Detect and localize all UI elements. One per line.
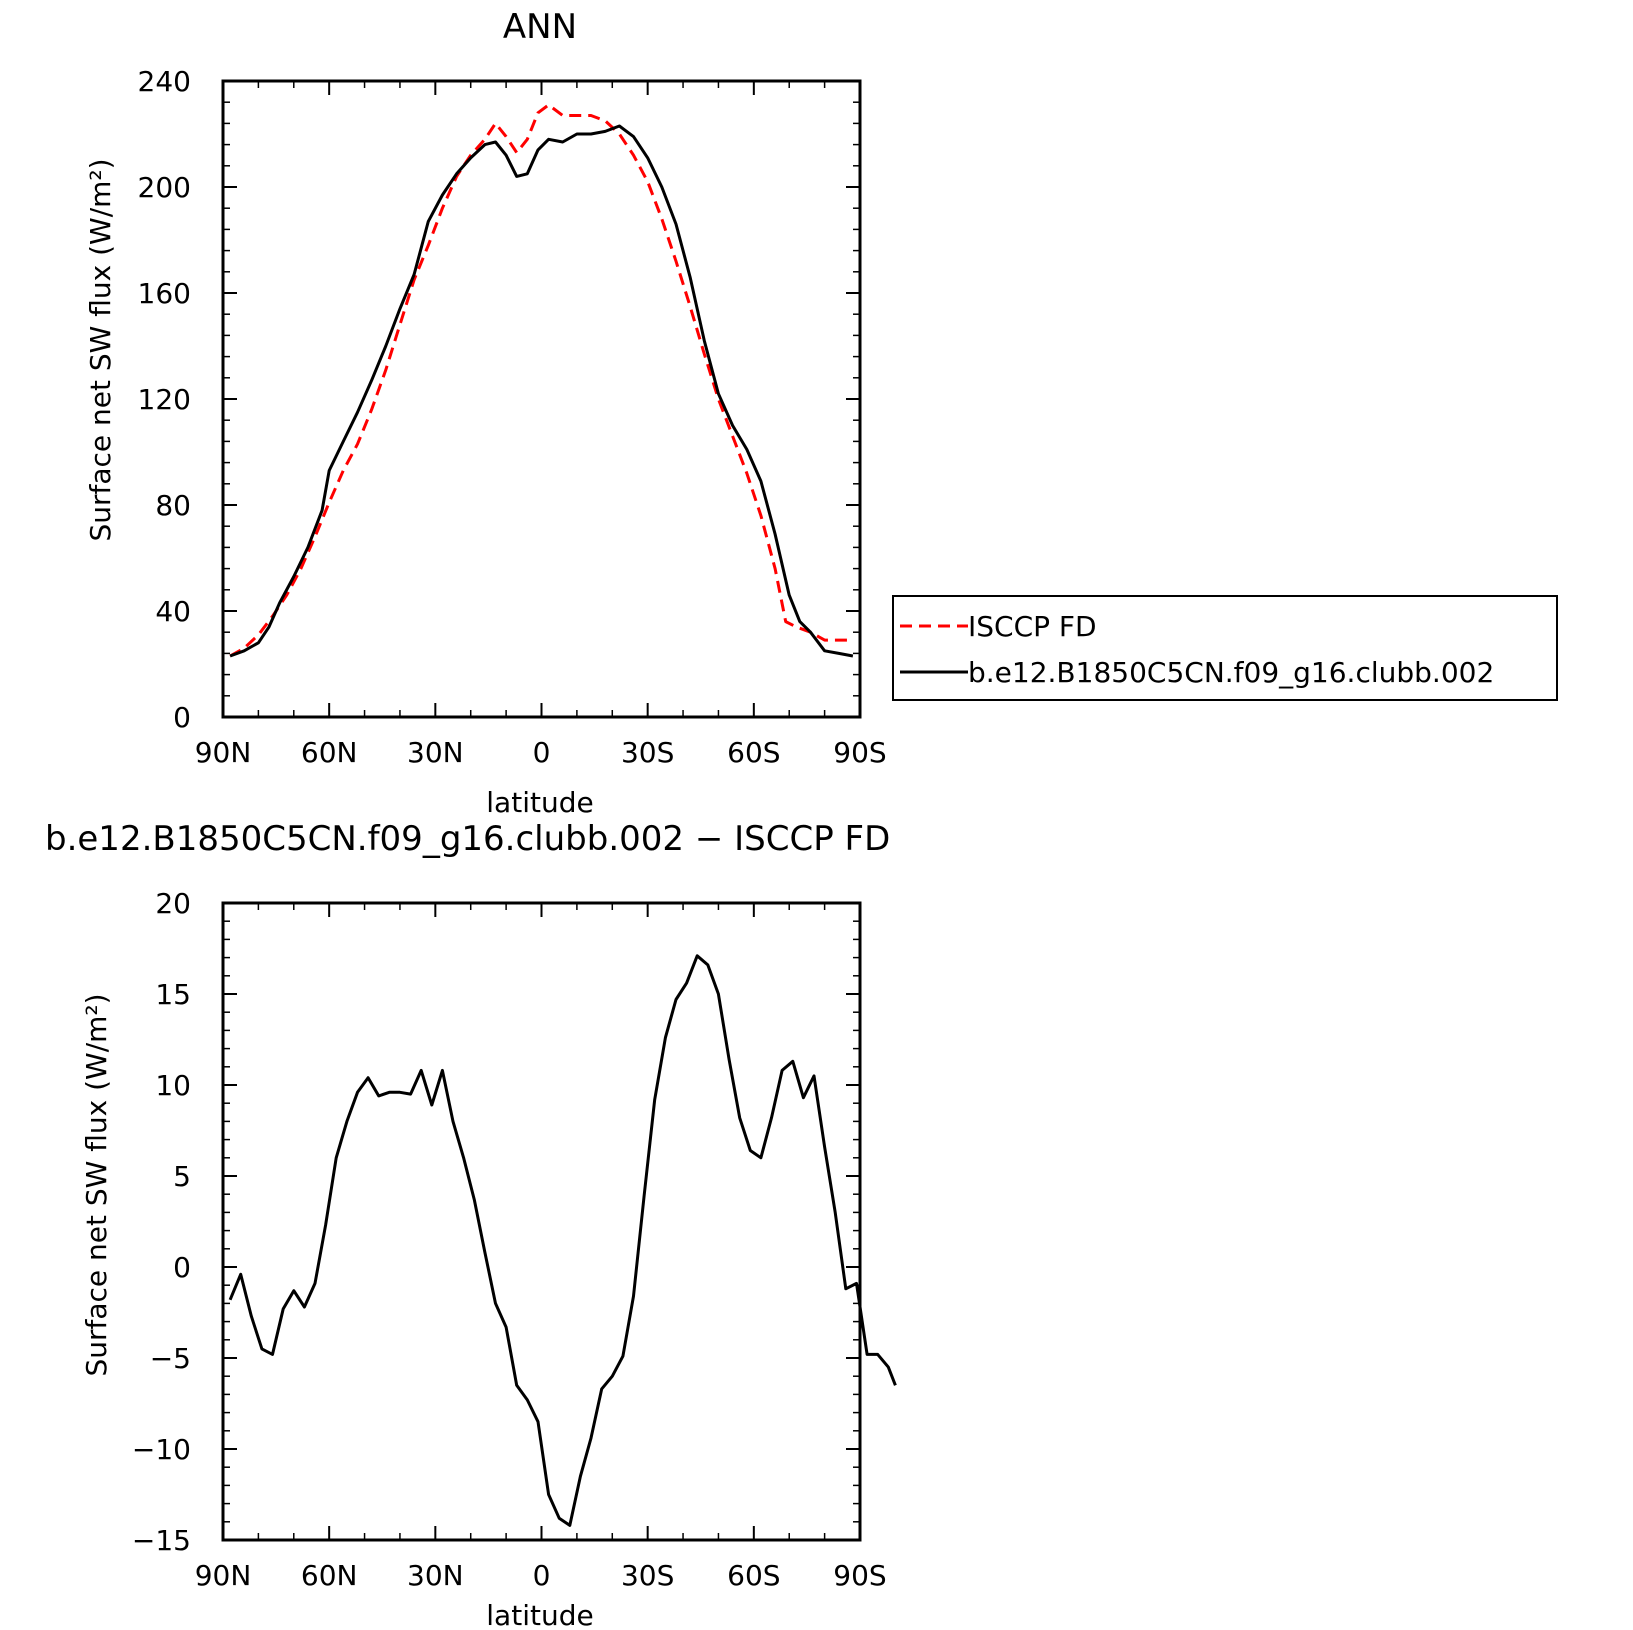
bottom-y-tick-label: −15 [132, 1524, 191, 1557]
top-x-tick-label: 0 [533, 736, 551, 769]
top-x-tick-label: 30N [407, 736, 464, 769]
bottom-y-tick-label: −10 [132, 1433, 191, 1466]
top-panel: ANN 90N 60N 30N 0 30S 60S 90S 0 40 80 120 160 200 240… [84, 7, 1558, 819]
legend-label-isccp: ISCCP FD [968, 610, 1097, 643]
top-y-axis-label: Surface net SW flux (W/m²) [84, 158, 117, 541]
top-y-tick-label: 0 [173, 701, 191, 734]
bottom-x-tick-label: 30S [621, 1559, 674, 1592]
bottom-x-tick-label: 90N [195, 1559, 252, 1592]
bottom-x-axis-label: latitude [486, 1599, 593, 1630]
bottom-y-tick-label: 15 [155, 978, 191, 1011]
top-panel-title: ANN [503, 7, 577, 47]
top-series-line-0 [229, 103, 853, 658]
legend: ISCCP FD b.e12.B1850C5CN.f09_g16.clubb.0… [892, 595, 1558, 701]
bottom-panel: b.e12.B1850C5CN.f09_g16.clubb.002 − ISCC… [45, 819, 897, 1630]
bottom-y-tick-label: 10 [155, 1069, 191, 1102]
bottom-y-tick-label: 20 [155, 887, 191, 920]
bottom-panel-title: b.e12.B1850C5CN.f09_g16.clubb.002 − ISCC… [45, 819, 890, 859]
top-x-tick-label: 60S [727, 736, 780, 769]
top-y-tick-label: 200 [138, 171, 191, 204]
bottom-y-tick-label: 0 [173, 1251, 191, 1284]
top-y-tick-label: 240 [138, 65, 191, 98]
top-x-tick-label: 30S [621, 736, 674, 769]
top-y-tick-label: 40 [155, 595, 191, 628]
bottom-x-tick-label: 90S [833, 1559, 886, 1592]
bottom-x-tick-label: 30N [407, 1559, 464, 1592]
bottom-series-line-0 [228, 954, 897, 1527]
top-x-tick-label: 90S [833, 736, 886, 769]
top-y-tick-label: 160 [138, 277, 191, 310]
bottom-y-tick-label: 5 [173, 1160, 191, 1193]
top-x-axis-label: latitude [486, 786, 593, 819]
bottom-x-tick-label: 60N [301, 1559, 358, 1592]
bottom-x-tick-label: 60S [727, 1559, 780, 1592]
top-series-line-1 [229, 124, 854, 658]
top-x-tick-label: 90N [195, 736, 252, 769]
bottom-x-tick-label: 0 [533, 1559, 551, 1592]
legend-label-model: b.e12.B1850C5CN.f09_g16.clubb.002 [968, 656, 1494, 689]
top-x-tick-label: 60N [301, 736, 358, 769]
bottom-plot-area: 90N 60N 30N 0 30S 60S 90S −15 −10 −5 0 5 10 15 20 [132, 887, 897, 1592]
legend-box [892, 595, 1558, 701]
top-plot-area: 90N 60N 30N 0 30S 60S 90S 0 40 80 120 160 200 240 [138, 65, 887, 769]
top-y-tick-label: 80 [155, 489, 191, 522]
bottom-y-tick-label: −5 [150, 1342, 191, 1375]
top-y-tick-label: 120 [138, 383, 191, 416]
bottom-y-axis-label: Surface net SW flux (W/m²) [80, 993, 113, 1376]
